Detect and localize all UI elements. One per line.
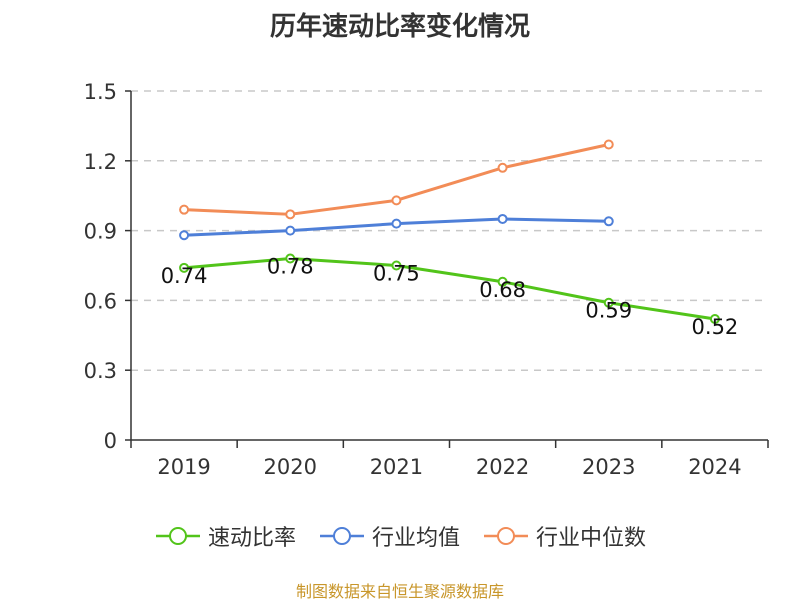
y-tick-label: 1.5 <box>84 80 117 104</box>
data-point <box>179 262 190 273</box>
legend-label: 行业均值 <box>371 526 460 551</box>
data-point <box>285 225 296 236</box>
data-label: 0.68 <box>479 278 526 302</box>
data-point <box>391 195 402 206</box>
legend-item-industry-median[interactable]: 行业中位数 <box>482 520 646 552</box>
y-tick-label: 0.9 <box>84 220 117 244</box>
data-point <box>603 139 614 150</box>
data-point <box>603 297 614 308</box>
y-tick-label: 0 <box>104 429 117 453</box>
legend-label: 速动比率 <box>207 526 296 551</box>
data-label: 0.75 <box>373 262 420 286</box>
x-tick-label: 2022 <box>476 455 529 479</box>
y-tick-label: 1.2 <box>84 150 117 174</box>
legend-marker-icon <box>155 527 200 545</box>
series-line-0 <box>183 257 716 321</box>
x-tick-label: 2021 <box>370 455 423 479</box>
legend-label: 行业中位数 <box>536 526 647 551</box>
x-tick-label: 2020 <box>264 455 317 479</box>
data-source-note: 制图数据来自恒生聚源数据库 <box>295 582 504 601</box>
data-label: 0.78 <box>267 255 314 279</box>
x-tick-label: 2019 <box>157 455 210 479</box>
x-tick-label: 2023 <box>582 455 635 479</box>
data-point <box>497 162 508 173</box>
data-point <box>391 218 402 229</box>
data-point <box>391 260 402 271</box>
chart-title: 历年速动比率变化情况 <box>269 12 530 42</box>
legend-item-industry-mean[interactable]: 行业均值 <box>318 520 460 552</box>
legend-marker-icon <box>319 527 364 545</box>
data-point <box>709 314 720 325</box>
data-point <box>179 230 190 241</box>
data-label: 0.52 <box>692 315 739 339</box>
data-point <box>179 204 190 215</box>
data-point <box>497 213 508 224</box>
y-tick-label: 0.3 <box>84 359 117 383</box>
legend-item-quick-ratio[interactable]: 速动比率 <box>154 520 296 552</box>
data-point <box>285 209 296 220</box>
data-label: 0.59 <box>585 299 632 323</box>
data-point <box>497 276 508 287</box>
legend: 速动比率 行业均值 行业中位数 <box>0 520 800 552</box>
x-tick-label: 2024 <box>688 455 741 479</box>
data-label: 0.74 <box>161 264 208 288</box>
data-point <box>285 253 296 264</box>
data-point <box>603 216 614 227</box>
y-tick-label: 0.6 <box>84 289 117 313</box>
legend-marker-icon <box>484 527 528 545</box>
